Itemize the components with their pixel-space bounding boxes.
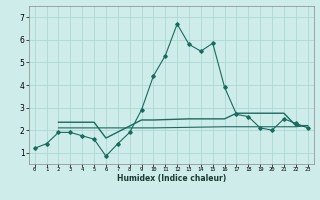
X-axis label: Humidex (Indice chaleur): Humidex (Indice chaleur)	[116, 174, 226, 183]
